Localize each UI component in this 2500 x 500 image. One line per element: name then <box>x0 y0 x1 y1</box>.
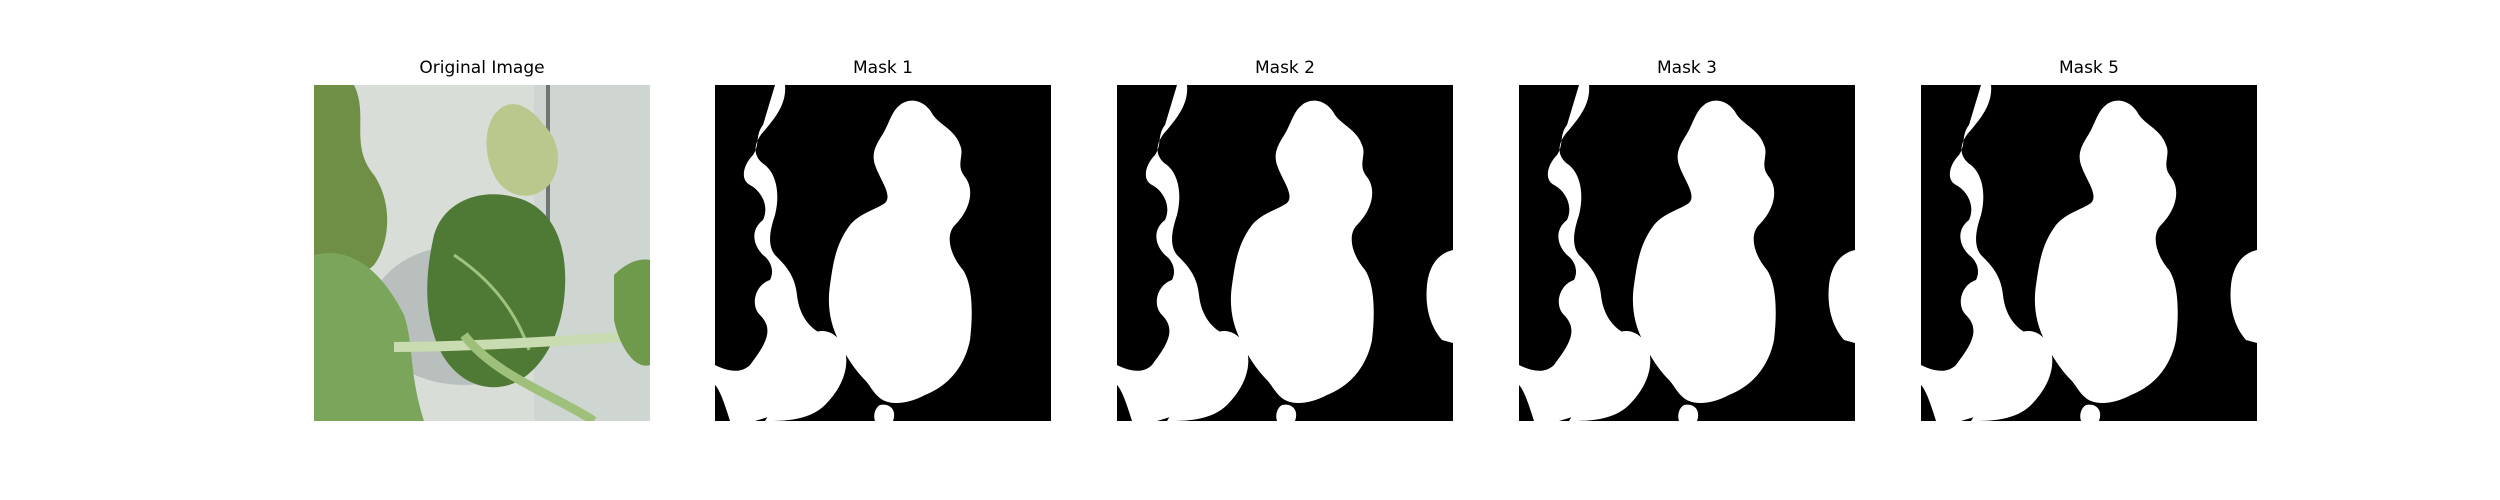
mask-image <box>715 85 1051 421</box>
panel-title: Mask 5 <box>2058 58 2119 78</box>
mask-image <box>1117 85 1453 421</box>
panel-title: Mask 1 <box>852 58 913 78</box>
original-image <box>314 85 650 421</box>
panel-title: Original Image <box>419 58 545 78</box>
mask-image <box>1519 85 1855 421</box>
mask-image <box>1921 85 2257 421</box>
panel-title: Mask 2 <box>1254 58 1315 78</box>
panel-title: Mask 3 <box>1656 58 1717 78</box>
